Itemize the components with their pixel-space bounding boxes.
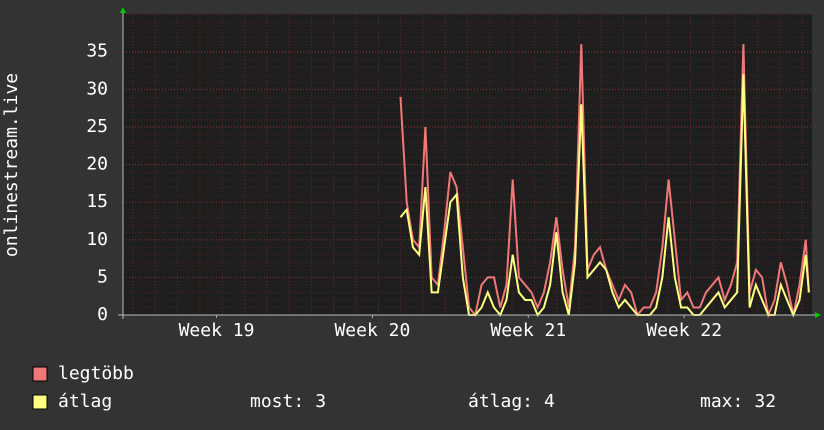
y-tick-label: 0 <box>97 304 108 325</box>
y-tick-label: 30 <box>86 78 108 99</box>
summary-label: átlag: <box>468 391 533 412</box>
x-tick-label: Week 19 <box>179 320 255 341</box>
y-tick-label: 10 <box>86 229 108 250</box>
y-tick-label: 5 <box>97 266 108 287</box>
summary-value: 4 <box>544 391 555 412</box>
legend-label: átlag <box>58 391 112 412</box>
legend-swatch <box>32 394 48 410</box>
x-tick-label: Week 21 <box>490 320 566 341</box>
axis-arrow <box>120 7 126 13</box>
summary-value: 3 <box>315 391 326 412</box>
legend-label: legtöbb <box>58 363 134 384</box>
y-tick-label: 25 <box>86 116 108 137</box>
y-axis-label: onlinestream.live <box>1 73 22 257</box>
x-tick-label: Week 22 <box>646 320 722 341</box>
summary-value: 32 <box>754 391 776 412</box>
y-tick-label: 15 <box>86 191 108 212</box>
x-tick-label: Week 20 <box>334 320 410 341</box>
y-tick-label: 35 <box>86 41 108 62</box>
summary-label: max: <box>700 391 743 412</box>
summary-label: most: <box>250 391 304 412</box>
legend-swatch <box>32 366 48 382</box>
y-tick-label: 20 <box>86 154 108 175</box>
axis-arrow <box>815 312 821 318</box>
